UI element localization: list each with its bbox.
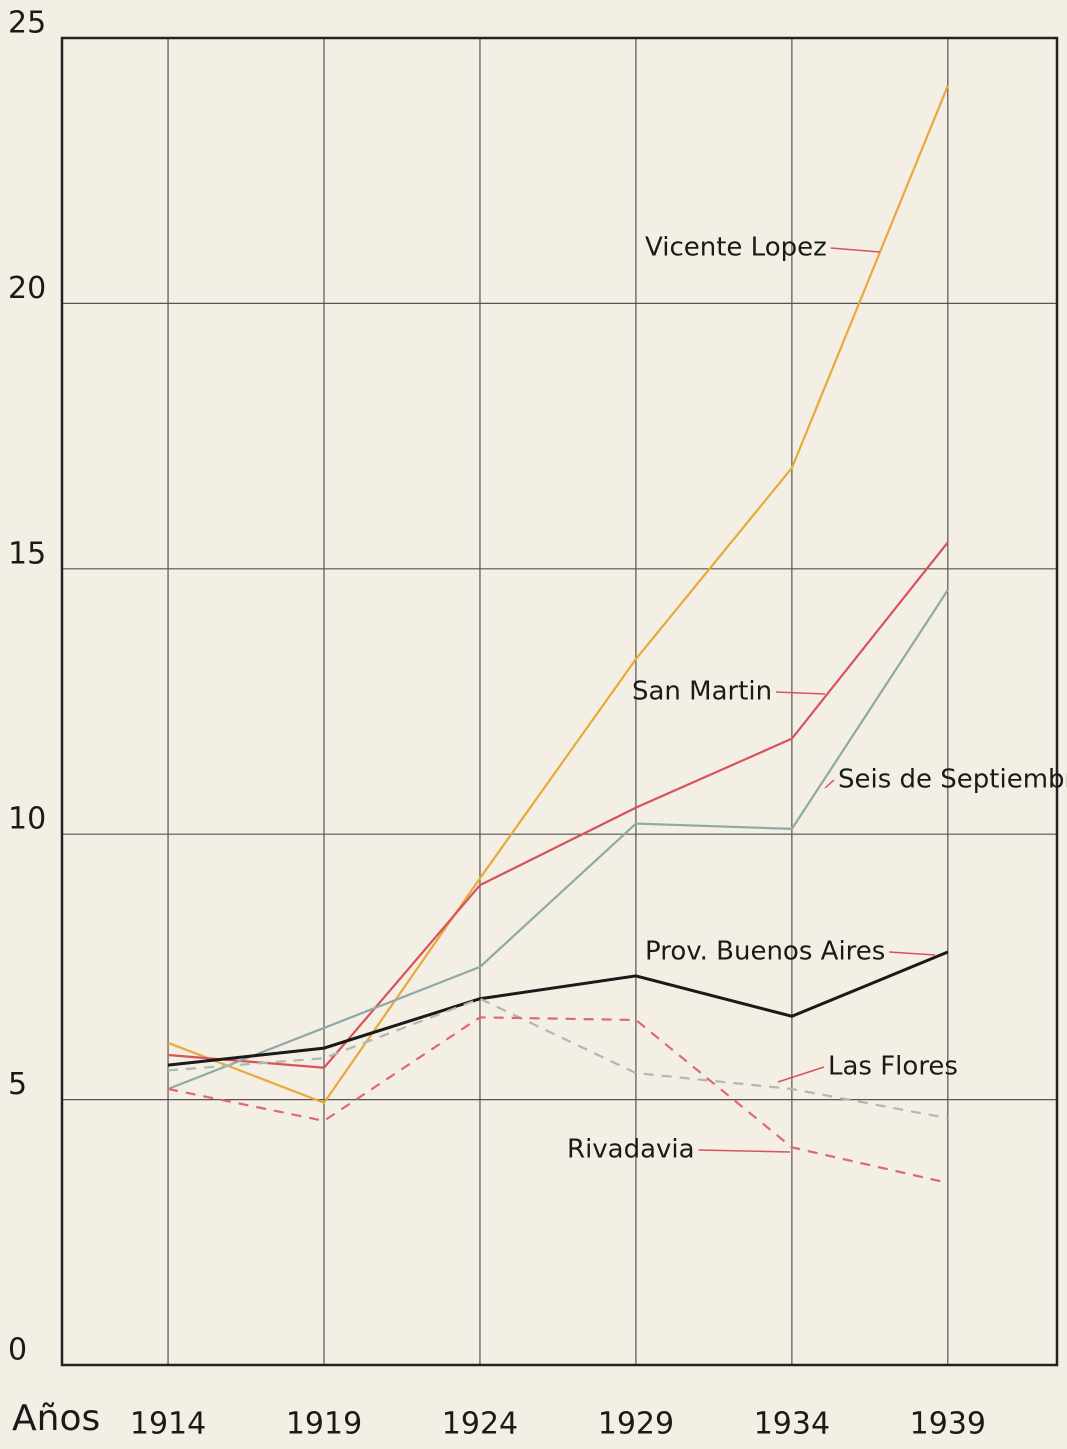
- label-arrow: [777, 1066, 825, 1083]
- series-label: Seis de Septiembre: [838, 765, 1067, 795]
- series-line: [167, 997, 949, 1120]
- x-tick-label: 1934: [754, 1407, 830, 1442]
- label-arrow: [698, 1149, 791, 1153]
- series-label: Prov. Buenos Aires: [645, 937, 885, 967]
- series-label: Vicente Lopez: [645, 233, 827, 263]
- series-line: [167, 1016, 949, 1185]
- series-line: [167, 950, 949, 1067]
- y-tick-label: 25: [8, 6, 46, 41]
- x-tick-label: 1924: [442, 1407, 518, 1442]
- series-line: [167, 541, 949, 1069]
- label-arrow: [830, 247, 881, 253]
- y-tick-label: 5: [8, 1067, 27, 1102]
- series-line: [167, 85, 949, 1105]
- series-line: [167, 589, 949, 1091]
- y-tick-label: 20: [8, 271, 46, 306]
- x-tick-label: 1914: [130, 1407, 206, 1442]
- label-arrow: [824, 779, 835, 789]
- x-tick-label: 1929: [598, 1407, 674, 1442]
- label-arrow: [776, 691, 826, 695]
- x-tick-label: 1919: [286, 1407, 362, 1442]
- label-arrow: [889, 951, 936, 956]
- series-label: Rivadavia: [567, 1135, 695, 1165]
- series-label: San Martin: [632, 677, 772, 707]
- x-tick-label: 1939: [910, 1407, 986, 1442]
- x-axis-label: Años: [12, 1398, 100, 1439]
- y-tick-label: 0: [8, 1333, 27, 1368]
- plot-frame: [60, 36, 1059, 1367]
- series-label: Las Flores: [828, 1052, 958, 1082]
- y-tick-label: 10: [8, 802, 46, 837]
- y-tick-label: 15: [8, 536, 46, 571]
